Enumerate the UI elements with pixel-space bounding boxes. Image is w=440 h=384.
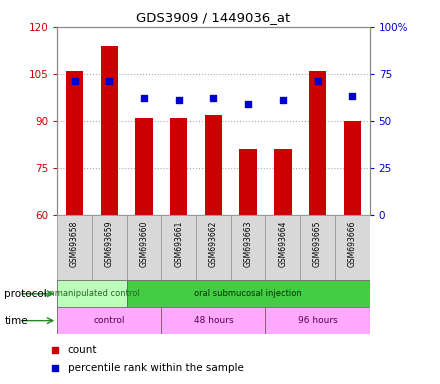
Text: GSM693658: GSM693658 (70, 220, 79, 266)
Bar (161, 307, 265, 334)
Text: protocol: protocol (4, 289, 47, 299)
Bar (274, 149, 292, 215)
Bar (57, 307, 161, 334)
Text: 48 hours: 48 hours (194, 316, 233, 325)
Bar (196, 215, 231, 280)
Bar (127, 280, 370, 307)
Text: GSM693661: GSM693661 (174, 220, 183, 266)
Title: GDS3909 / 1449036_at: GDS3909 / 1449036_at (136, 11, 290, 24)
Bar (265, 215, 300, 280)
Text: GSM693659: GSM693659 (105, 220, 114, 267)
Point (349, 93, 356, 99)
Bar (309, 71, 326, 215)
Point (51, 347, 59, 353)
Bar (265, 307, 370, 334)
Bar (57, 215, 92, 280)
Bar (344, 121, 361, 215)
Text: control: control (94, 316, 125, 325)
Bar (205, 115, 222, 215)
Point (71, 78, 78, 84)
Text: oral submucosal injection: oral submucosal injection (194, 289, 302, 298)
Bar (161, 215, 196, 280)
Text: count: count (68, 345, 97, 355)
Bar (231, 215, 265, 280)
Bar (335, 215, 370, 280)
Text: GSM693664: GSM693664 (279, 220, 287, 267)
Text: GSM693663: GSM693663 (244, 220, 253, 267)
Point (210, 95, 217, 101)
Point (140, 95, 147, 101)
Bar (127, 215, 161, 280)
Text: unmanipulated control: unmanipulated control (44, 289, 140, 298)
Text: 96 hours: 96 hours (297, 316, 337, 325)
Text: percentile rank within the sample: percentile rank within the sample (68, 363, 244, 373)
Bar (136, 118, 153, 215)
Bar (66, 71, 83, 215)
Point (175, 97, 182, 103)
Bar (92, 215, 127, 280)
Text: GSM693662: GSM693662 (209, 220, 218, 266)
Text: time: time (4, 316, 28, 326)
Bar (57, 280, 127, 307)
Point (106, 78, 113, 84)
Bar (101, 46, 118, 215)
Bar (170, 118, 187, 215)
Point (279, 97, 286, 103)
Text: GSM693660: GSM693660 (139, 220, 148, 267)
Point (245, 101, 252, 107)
Text: GSM693666: GSM693666 (348, 220, 357, 267)
Point (314, 78, 321, 84)
Bar (300, 215, 335, 280)
Point (51, 365, 59, 371)
Text: GSM693665: GSM693665 (313, 220, 322, 267)
Bar (239, 149, 257, 215)
